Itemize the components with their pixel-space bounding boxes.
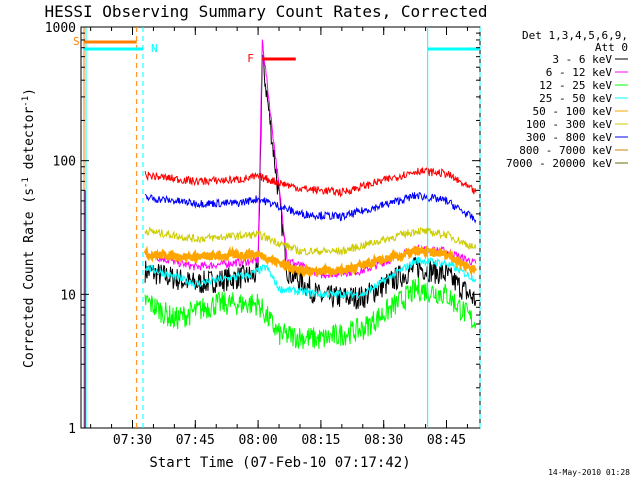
y-axis-label-mid: detector	[22, 107, 37, 178]
footer-date: 14-May-2010 01:28	[548, 468, 630, 477]
x-tick-label-0745: 07:45	[176, 433, 215, 448]
x-axis-label: Start Time (07-Feb-10 07:17:42)	[149, 455, 410, 471]
y-axis-label-sup2: -1	[21, 96, 31, 107]
legend-label-300-800-kev: 300 - 800 keV	[526, 131, 612, 144]
legend-label-3-6-kev: 3 - 6 keV	[552, 53, 612, 66]
y-tick-label-100: 100	[53, 155, 76, 170]
y-axis-label: Corrected Count Rate (s-1 detector-1)	[21, 88, 37, 368]
legend-title-line1: Det 1,3,4,5,6,9,	[522, 29, 628, 42]
segment-n-label: N	[151, 42, 158, 55]
legend-label-50-100-kev: 50 - 100 keV	[533, 105, 613, 118]
series-3-6-kev	[144, 54, 477, 310]
y-tick-label-10: 10	[60, 288, 76, 303]
legend-title-line2: Att 0	[595, 41, 628, 54]
x-tick-label-0830: 08:30	[364, 433, 403, 448]
x-tick-label-0845: 08:45	[427, 433, 466, 448]
series-unlabeled-9	[144, 167, 477, 198]
x-tick-label-0800: 08:00	[239, 433, 278, 448]
chart-title: HESSI Observing Summary Count Rates, Cor…	[44, 2, 487, 21]
x-tick-label-0730: 07:30	[113, 433, 152, 448]
y-axis-label-end: )	[22, 88, 37, 96]
y-axis-label-main: Corrected Count Rate (s	[22, 188, 37, 368]
series-100-300-kev	[144, 226, 477, 257]
series-6-12-kev	[144, 39, 477, 280]
legend-label-7000-20000-kev: 7000 - 20000 keV	[506, 157, 612, 170]
legend-label-25-50-kev: 25 - 50 keV	[539, 92, 612, 105]
y-tick-label-1000: 1000	[45, 21, 76, 36]
x-tick-label-0815: 08:15	[301, 433, 340, 448]
series-300-800-kev	[144, 191, 477, 224]
series-25-50-kev	[144, 256, 477, 301]
y-axis-label-sup1: -1	[21, 177, 31, 188]
y-tick-label-1: 1	[68, 422, 76, 437]
legend-label-100-300-kev: 100 - 300 keV	[526, 118, 612, 131]
segment-f-label: F	[247, 52, 254, 65]
legend-label-12-25-kev: 12 - 25 keV	[539, 79, 612, 92]
series-12-25-kev	[144, 277, 477, 350]
segment-s-label: S	[73, 35, 80, 48]
series-layer	[83, 39, 477, 428]
series-50-100-kev	[143, 244, 477, 278]
legend-label-800-7000-kev: 800 - 7000 keV	[519, 144, 612, 157]
legend-label-6-12-kev: 6 - 12 keV	[546, 66, 613, 79]
segment-layer: S N F	[73, 27, 481, 428]
axis-layer: 07:30 07:45 08:00 08:15 08:30 08:45 1 10 100 1000	[45, 21, 480, 448]
